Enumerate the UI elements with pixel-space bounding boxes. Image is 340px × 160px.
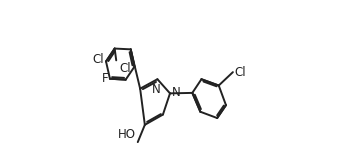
Text: Cl: Cl [235, 66, 246, 79]
Text: N: N [152, 83, 161, 96]
Text: Cl: Cl [119, 62, 131, 75]
Text: HO: HO [118, 128, 136, 140]
Text: Cl: Cl [93, 53, 104, 66]
Text: F: F [102, 72, 108, 85]
Text: N: N [172, 86, 181, 99]
